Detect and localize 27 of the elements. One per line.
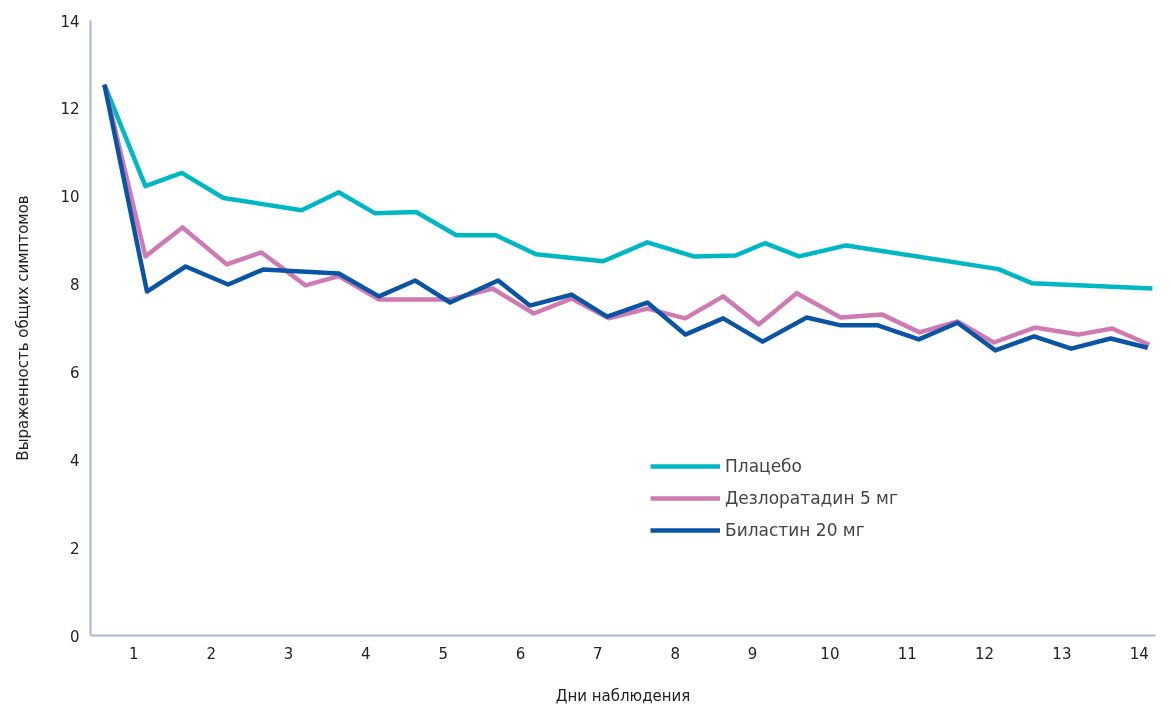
x-tick-label: 8 <box>670 644 680 663</box>
x-axis-title: Дни наблюдения <box>555 686 691 705</box>
x-tick-label: 9 <box>747 644 758 663</box>
y-tick-label: 2 <box>69 539 80 558</box>
y-tick-label: 8 <box>69 276 80 295</box>
x-tick-label: 5 <box>438 644 448 663</box>
x-tick-label: 11 <box>897 644 917 663</box>
x-tick-label: 14 <box>1129 644 1149 663</box>
x-tick-label: 4 <box>361 644 371 663</box>
legend-label: Дезлоратадин 5 мг <box>725 488 898 508</box>
legend-label: Плацебо <box>725 456 802 476</box>
x-tick-label: 7 <box>593 644 603 663</box>
y-tick-label: 10 <box>60 188 80 207</box>
x-tick-label: 6 <box>515 644 526 663</box>
y-tick-label: 12 <box>60 100 80 119</box>
y-tick-label: 6 <box>69 363 80 382</box>
x-tick-label: 1 <box>129 644 139 663</box>
x-tick-label: 2 <box>206 644 216 663</box>
y-axis-title: Выраженность общих симптомов <box>14 195 33 461</box>
y-tick-label: 0 <box>69 627 80 646</box>
y-tick-label: 14 <box>60 12 80 31</box>
y-tick-label: 4 <box>69 451 80 470</box>
x-tick-label: 12 <box>975 644 995 663</box>
x-tick-label: 3 <box>283 644 294 663</box>
legend-label: Биластин 20 мг <box>725 520 865 540</box>
x-tick-label: 13 <box>1052 644 1072 663</box>
x-tick-label: 10 <box>820 644 840 663</box>
